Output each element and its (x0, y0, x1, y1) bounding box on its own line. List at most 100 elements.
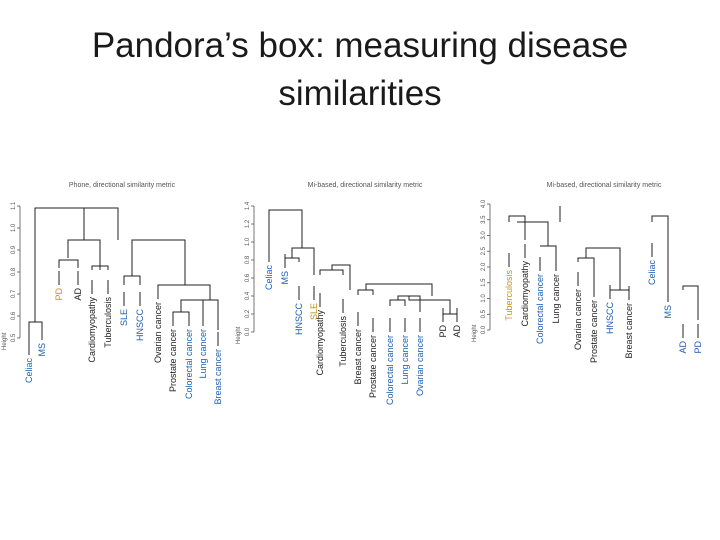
slide-title: Pandora’s box: measuring disease similar… (0, 22, 720, 118)
y-tick-label: 1.0 (245, 237, 251, 246)
y-tick-label: 1.4 (245, 201, 251, 210)
leaf-label: Prostate cancer (589, 300, 599, 363)
y-axis-label: Height (2, 332, 8, 350)
panel-title: Phone, directional similarity metric (69, 182, 176, 189)
dendrogram-branch (517, 221, 549, 246)
dendrogram-branch (651, 215, 669, 246)
y-tick-label: 1.1 (11, 201, 17, 210)
slide-title-line-2: similarities (278, 74, 442, 113)
y-axis-label: Height (236, 326, 242, 344)
y-tick-label: 0.6 (11, 311, 17, 320)
y-tick-label: 0.2 (245, 309, 251, 318)
panel-title: Mi-based, directional similarity metric (547, 182, 662, 189)
y-tick-label: 2.5 (481, 246, 487, 255)
leaf-label: Lung cancer (198, 329, 208, 379)
dendrogram-branch (157, 284, 211, 300)
dendrogram-branch (34, 207, 119, 322)
y-tick-label: 3.5 (481, 215, 487, 224)
dendrogram-branch (408, 296, 451, 314)
leaf-label: AD (678, 341, 688, 354)
leaf-label: MS (663, 305, 673, 319)
y-tick-label: 1.5 (481, 278, 487, 287)
leaf-label: Cardiomyopathy (315, 310, 325, 376)
leaf-label: SLE (119, 309, 129, 326)
dendrogram-branch (291, 247, 315, 275)
y-axis-label: Height (472, 324, 478, 342)
dendrogram-branch (585, 247, 621, 290)
leaf-label: AD (73, 288, 83, 301)
y-tick-label: 0.5 (481, 309, 487, 318)
y-tick-label: 1.0 (481, 294, 487, 303)
dendrogram-branch (609, 289, 630, 296)
dendrogram-branch (58, 259, 79, 268)
y-tick-label: 0.7 (11, 289, 17, 298)
leaf-label: Ovarian cancer (153, 302, 163, 363)
leaf-label: PD (693, 341, 703, 354)
leaf-label: Tuberculosis (338, 316, 348, 367)
leaf-label: PD (54, 288, 64, 301)
dendrogram-panel-3: Mi-based, directional similarity metric 0… (472, 182, 703, 363)
dendrogram-branch (357, 289, 374, 295)
leaf-label: AD (452, 325, 462, 338)
dendrogram-branch (91, 265, 109, 270)
dendrogram-branch (131, 239, 186, 285)
leaf-label: Colorectal cancer (535, 274, 545, 344)
leaf-label: HNSCC (605, 302, 615, 335)
dendrogram-branch (180, 299, 204, 312)
dendrogram-branch (319, 269, 344, 275)
y-tick-label: 1.2 (245, 219, 251, 228)
dendrogram-panel-2: Mi-based, directional similarity metric 0… (236, 182, 462, 405)
leaf-label: Prostate cancer (168, 329, 178, 392)
leaf-label: Ovarian cancer (573, 289, 583, 350)
leaf-label: HNSCC (135, 309, 145, 342)
dendrogram-branch (508, 215, 526, 240)
y-tick-label: 0.6 (245, 273, 251, 282)
leaf-label: HNSCC (294, 303, 304, 336)
leaf-label: Cardiomyopathy (520, 261, 530, 327)
leaf-label: Breast cancer (353, 329, 363, 385)
leaf-label: Celiac (264, 265, 274, 291)
leaf-label: Ovarian cancer (415, 335, 425, 396)
y-tick-label: 2.0 (481, 262, 487, 271)
panel-title: Mi-based, directional similarity metric (308, 182, 423, 189)
leaf-label: Colorectal cancer (184, 329, 194, 399)
leaf-label: Lung cancer (551, 274, 561, 324)
y-tick-label: 0.8 (11, 267, 17, 276)
leaf-label: Breast cancer (213, 349, 223, 405)
y-tick-label: 0.5 (11, 333, 17, 342)
leaf-label: Tuberculosis (103, 297, 113, 348)
y-tick-label: 0.4 (245, 291, 251, 300)
y-tick-label: 0.0 (245, 327, 251, 336)
dendrogram-branch (172, 311, 190, 318)
dendrogram-branch (28, 321, 43, 346)
leaf-label: PD (438, 325, 448, 338)
leaf-label: MS (37, 343, 47, 357)
dendrogram-branch (540, 245, 557, 262)
dendrogram-branch (577, 257, 595, 286)
leaf-label: Lung cancer (400, 335, 410, 385)
dendrogram-branch (682, 285, 699, 320)
dendrogram-branch (442, 313, 458, 318)
y-tick-label: 3.0 (481, 231, 487, 240)
dendrogram-branch (331, 264, 351, 290)
dendrogram-branch (365, 283, 433, 296)
leaf-label: SLE (309, 303, 319, 320)
leaf-label: Colorectal cancer (385, 335, 395, 405)
leaf-label: Breast cancer (624, 303, 634, 359)
y-tick-label: 0.9 (11, 245, 17, 254)
leaf-label: Prostate cancer (368, 335, 378, 398)
leaf-label: Tuberculosis (504, 270, 514, 321)
y-tick-label: 4.0 (481, 199, 487, 208)
leaf-label: MS (280, 271, 290, 285)
leaf-label: Celiac (24, 358, 34, 384)
dendrogram-branch (389, 299, 406, 306)
slide-title-line-1: Pandora’s box: measuring disease (91, 26, 629, 65)
dendrogram-panel-1: Phone, directional similarity metric 0.5 0… (2, 182, 223, 405)
leaf-label: Cardiomyopathy (87, 297, 97, 363)
dendrogram-branch (203, 299, 219, 330)
y-tick-label: 1.0 (11, 223, 17, 232)
y-tick-label: 0.8 (245, 255, 251, 264)
y-tick-label: 0.0 (481, 325, 487, 334)
leaf-label: Celiac (647, 260, 657, 286)
